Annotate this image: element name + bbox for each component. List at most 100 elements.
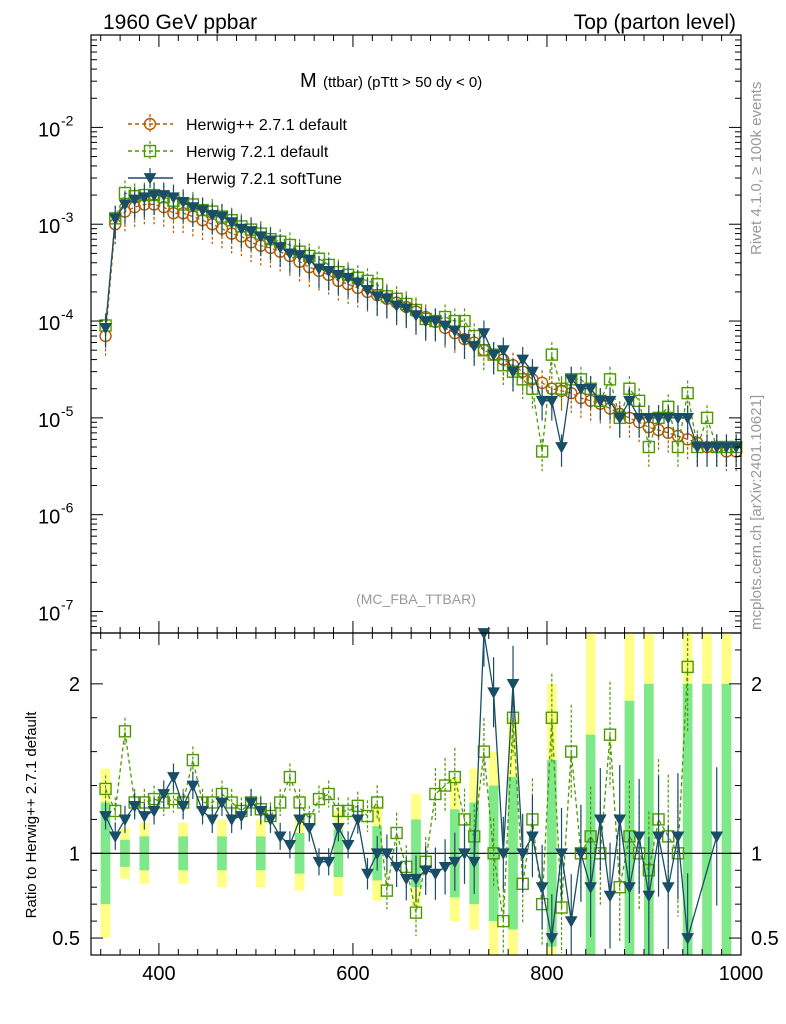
ratio-point: [564, 916, 578, 928]
data-point: [661, 412, 675, 425]
data-point: [545, 395, 559, 408]
y-tick-label-exponent: -3: [61, 209, 74, 225]
ratio-point: [632, 831, 646, 843]
data-point: [419, 316, 433, 328]
data-point: [506, 366, 520, 379]
data-point: [584, 383, 597, 396]
ratio-point: [186, 780, 200, 793]
ratio-point: [322, 856, 336, 869]
data-point: [516, 354, 530, 367]
data-point: [652, 412, 665, 425]
ratio-point: [167, 792, 180, 806]
legend: Herwig++ 2.7.1 default Herwig 7.2.1 defau…: [128, 114, 348, 188]
data-point: [225, 217, 239, 229]
data-point: [332, 269, 345, 282]
ratio-y-tick-label-left: 0.5: [52, 928, 80, 950]
data-point: [128, 194, 142, 207]
ratio-point: [642, 890, 656, 903]
data-point: [574, 383, 588, 396]
data-point: [108, 213, 122, 225]
data-point: [176, 197, 190, 209]
ratio-point: [176, 800, 190, 813]
data-point: [235, 223, 248, 236]
ratio-point: [429, 787, 442, 801]
ratio-point: [526, 831, 539, 843]
x-tick-label: 1000: [719, 963, 764, 985]
data-point: [390, 300, 403, 312]
ratio-point: [555, 848, 568, 860]
ratio-point: [264, 814, 277, 826]
legend-marker: [143, 117, 157, 131]
x-tick-label: 600: [336, 963, 369, 985]
ratio-point: [109, 804, 122, 818]
ratio-y-tick-label-right: 2: [751, 674, 762, 696]
ratio-point: [205, 814, 219, 826]
data-point: [322, 265, 336, 278]
data-point: [564, 374, 578, 386]
data-point: [477, 328, 491, 340]
data-point: [603, 395, 617, 408]
ratio-point: [273, 796, 287, 809]
ratio-point: [99, 782, 112, 796]
y-tick-label-exponent: -4: [61, 306, 74, 322]
band-segment: [702, 683, 712, 955]
ratio-point: [448, 856, 462, 869]
data-point: [361, 284, 374, 297]
main-title-sub: (ttbar) (pTtt > 50 dy < 0): [323, 74, 482, 91]
y-tick-label-exponent: -2: [61, 112, 74, 128]
ratio-point: [555, 901, 568, 914]
data-point: [370, 291, 384, 303]
data-point: [593, 395, 607, 408]
data-point: [244, 226, 258, 238]
band-segment: [721, 683, 732, 955]
ratio-point: [623, 882, 636, 894]
ratio-y-tick-label-right: 0.5: [751, 928, 779, 950]
data-point: [380, 293, 394, 306]
ratio-point: [370, 848, 384, 860]
data-point: [603, 373, 617, 386]
ratio-point: [254, 806, 268, 818]
data-point: [681, 412, 694, 425]
ratio-point: [167, 772, 180, 784]
data-point: [690, 442, 704, 454]
ratio-point: [322, 787, 335, 801]
legend-item-herwig-7-2-1-default: Herwig 7.2.1 default: [128, 141, 329, 161]
ratio-point: [283, 839, 297, 852]
data-point: [535, 445, 549, 458]
rivet-label: Rivet 4.1.0, ≥ 100k events: [748, 82, 765, 255]
data-point: [429, 316, 442, 328]
ratio-point: [419, 865, 433, 877]
ratio-point: [380, 848, 394, 860]
ratio-series-herwig-7-2-1-softtune: [99, 628, 724, 955]
watermark: (MC_FBA_TTBAR): [356, 591, 476, 607]
legend-marker: [143, 173, 157, 185]
data-point: [487, 349, 500, 362]
data-point: [720, 442, 733, 454]
main-title-main: M: [300, 70, 317, 92]
data-point: [273, 242, 287, 254]
y-tick-label: 10: [38, 410, 60, 432]
data-point: [186, 202, 200, 214]
ratio-point: [497, 914, 510, 928]
legend-label: Herwig 7.2.1 default: [186, 144, 329, 161]
band-segment: [682, 683, 693, 955]
ratio-point: [235, 811, 248, 823]
data-point: [264, 235, 277, 247]
ratio-point: [399, 873, 413, 886]
ratio-point: [429, 868, 442, 881]
ratio-point: [147, 806, 161, 818]
ratio-point: [108, 831, 122, 843]
y-tick-label-exponent: -5: [61, 403, 74, 419]
legend-marker: [143, 144, 157, 158]
ratio-point: [487, 847, 500, 860]
x-tick-label: 400: [142, 963, 175, 985]
data-point: [147, 190, 161, 202]
ratio-point: [613, 881, 626, 894]
data-point: [632, 412, 646, 425]
ratio-point: [652, 831, 665, 843]
ratio-ylabel: Ratio to Herwig++ 2.7.1 default: [23, 711, 40, 919]
data-point: [671, 440, 685, 454]
ratio-point: [671, 831, 685, 843]
ratio-point: [710, 831, 724, 843]
